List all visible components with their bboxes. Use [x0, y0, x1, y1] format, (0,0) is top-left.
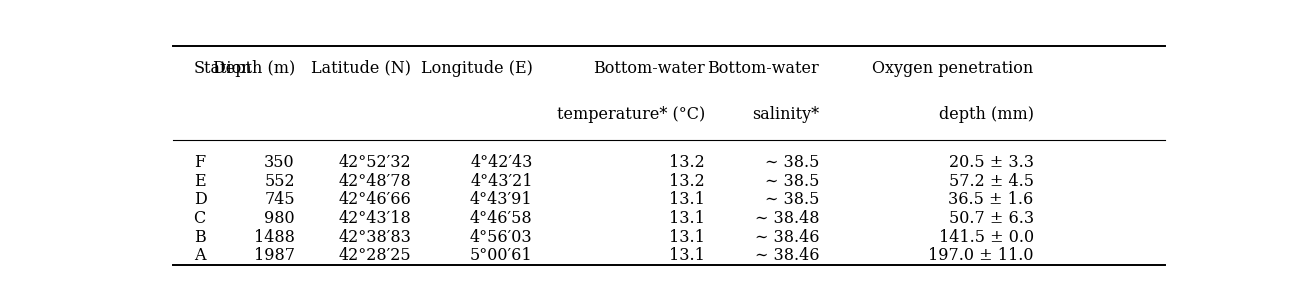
Text: 4°42′43: 4°42′43: [470, 154, 533, 171]
Text: 42°48′78: 42°48′78: [338, 172, 411, 189]
Text: temperature* (°C): temperature* (°C): [556, 106, 705, 123]
Text: Bottom-water: Bottom-water: [708, 60, 819, 77]
Text: 36.5 ± 1.6: 36.5 ± 1.6: [948, 191, 1034, 208]
Text: Longitude (E): Longitude (E): [421, 60, 533, 77]
Text: Oxygen penetration: Oxygen penetration: [872, 60, 1034, 77]
Text: 5°00′61: 5°00′61: [470, 247, 533, 264]
Text: 745: 745: [264, 191, 295, 208]
Text: 4°43′21: 4°43′21: [470, 172, 533, 189]
Text: ∼ 38.5: ∼ 38.5: [765, 172, 819, 189]
Text: C: C: [193, 210, 206, 227]
Text: Station: Station: [193, 60, 252, 77]
Text: 13.1: 13.1: [669, 210, 705, 227]
Text: D: D: [193, 191, 206, 208]
Text: 13.1: 13.1: [669, 228, 705, 245]
Text: 13.1: 13.1: [669, 247, 705, 264]
Text: B: B: [193, 228, 205, 245]
Text: 20.5 ± 3.3: 20.5 ± 3.3: [948, 154, 1034, 171]
Text: 42°46′66: 42°46′66: [338, 191, 411, 208]
Text: ∼ 38.5: ∼ 38.5: [765, 191, 819, 208]
Text: 4°56′03: 4°56′03: [470, 228, 533, 245]
Text: salinity*: salinity*: [752, 106, 819, 123]
Text: 13.2: 13.2: [669, 172, 705, 189]
Text: 57.2 ± 4.5: 57.2 ± 4.5: [948, 172, 1034, 189]
Text: 1987: 1987: [253, 247, 295, 264]
Text: E: E: [193, 172, 205, 189]
Text: ∼ 38.46: ∼ 38.46: [755, 228, 819, 245]
Text: 197.0 ± 11.0: 197.0 ± 11.0: [929, 247, 1034, 264]
Text: ∼ 38.46: ∼ 38.46: [755, 247, 819, 264]
Text: 552: 552: [264, 172, 295, 189]
Text: 42°43′18: 42°43′18: [338, 210, 411, 227]
Text: 4°46′58: 4°46′58: [470, 210, 533, 227]
Text: Bottom-water: Bottom-water: [593, 60, 705, 77]
Text: 50.7 ± 6.3: 50.7 ± 6.3: [948, 210, 1034, 227]
Text: 42°38′83: 42°38′83: [338, 228, 411, 245]
Text: 42°52′32: 42°52′32: [338, 154, 411, 171]
Text: 141.5 ± 0.0: 141.5 ± 0.0: [939, 228, 1034, 245]
Text: Latitude (N): Latitude (N): [311, 60, 411, 77]
Text: 13.2: 13.2: [669, 154, 705, 171]
Text: ∼ 38.5: ∼ 38.5: [765, 154, 819, 171]
Text: 42°28′25: 42°28′25: [338, 247, 411, 264]
Text: A: A: [193, 247, 205, 264]
Text: 13.1: 13.1: [669, 191, 705, 208]
Text: 980: 980: [264, 210, 295, 227]
Text: 350: 350: [264, 154, 295, 171]
Text: 4°43′91: 4°43′91: [470, 191, 533, 208]
Text: Depth (m): Depth (m): [213, 60, 295, 77]
Text: depth (mm): depth (mm): [939, 106, 1034, 123]
Text: F: F: [193, 154, 205, 171]
Text: ∼ 38.48: ∼ 38.48: [755, 210, 819, 227]
Text: 1488: 1488: [253, 228, 295, 245]
